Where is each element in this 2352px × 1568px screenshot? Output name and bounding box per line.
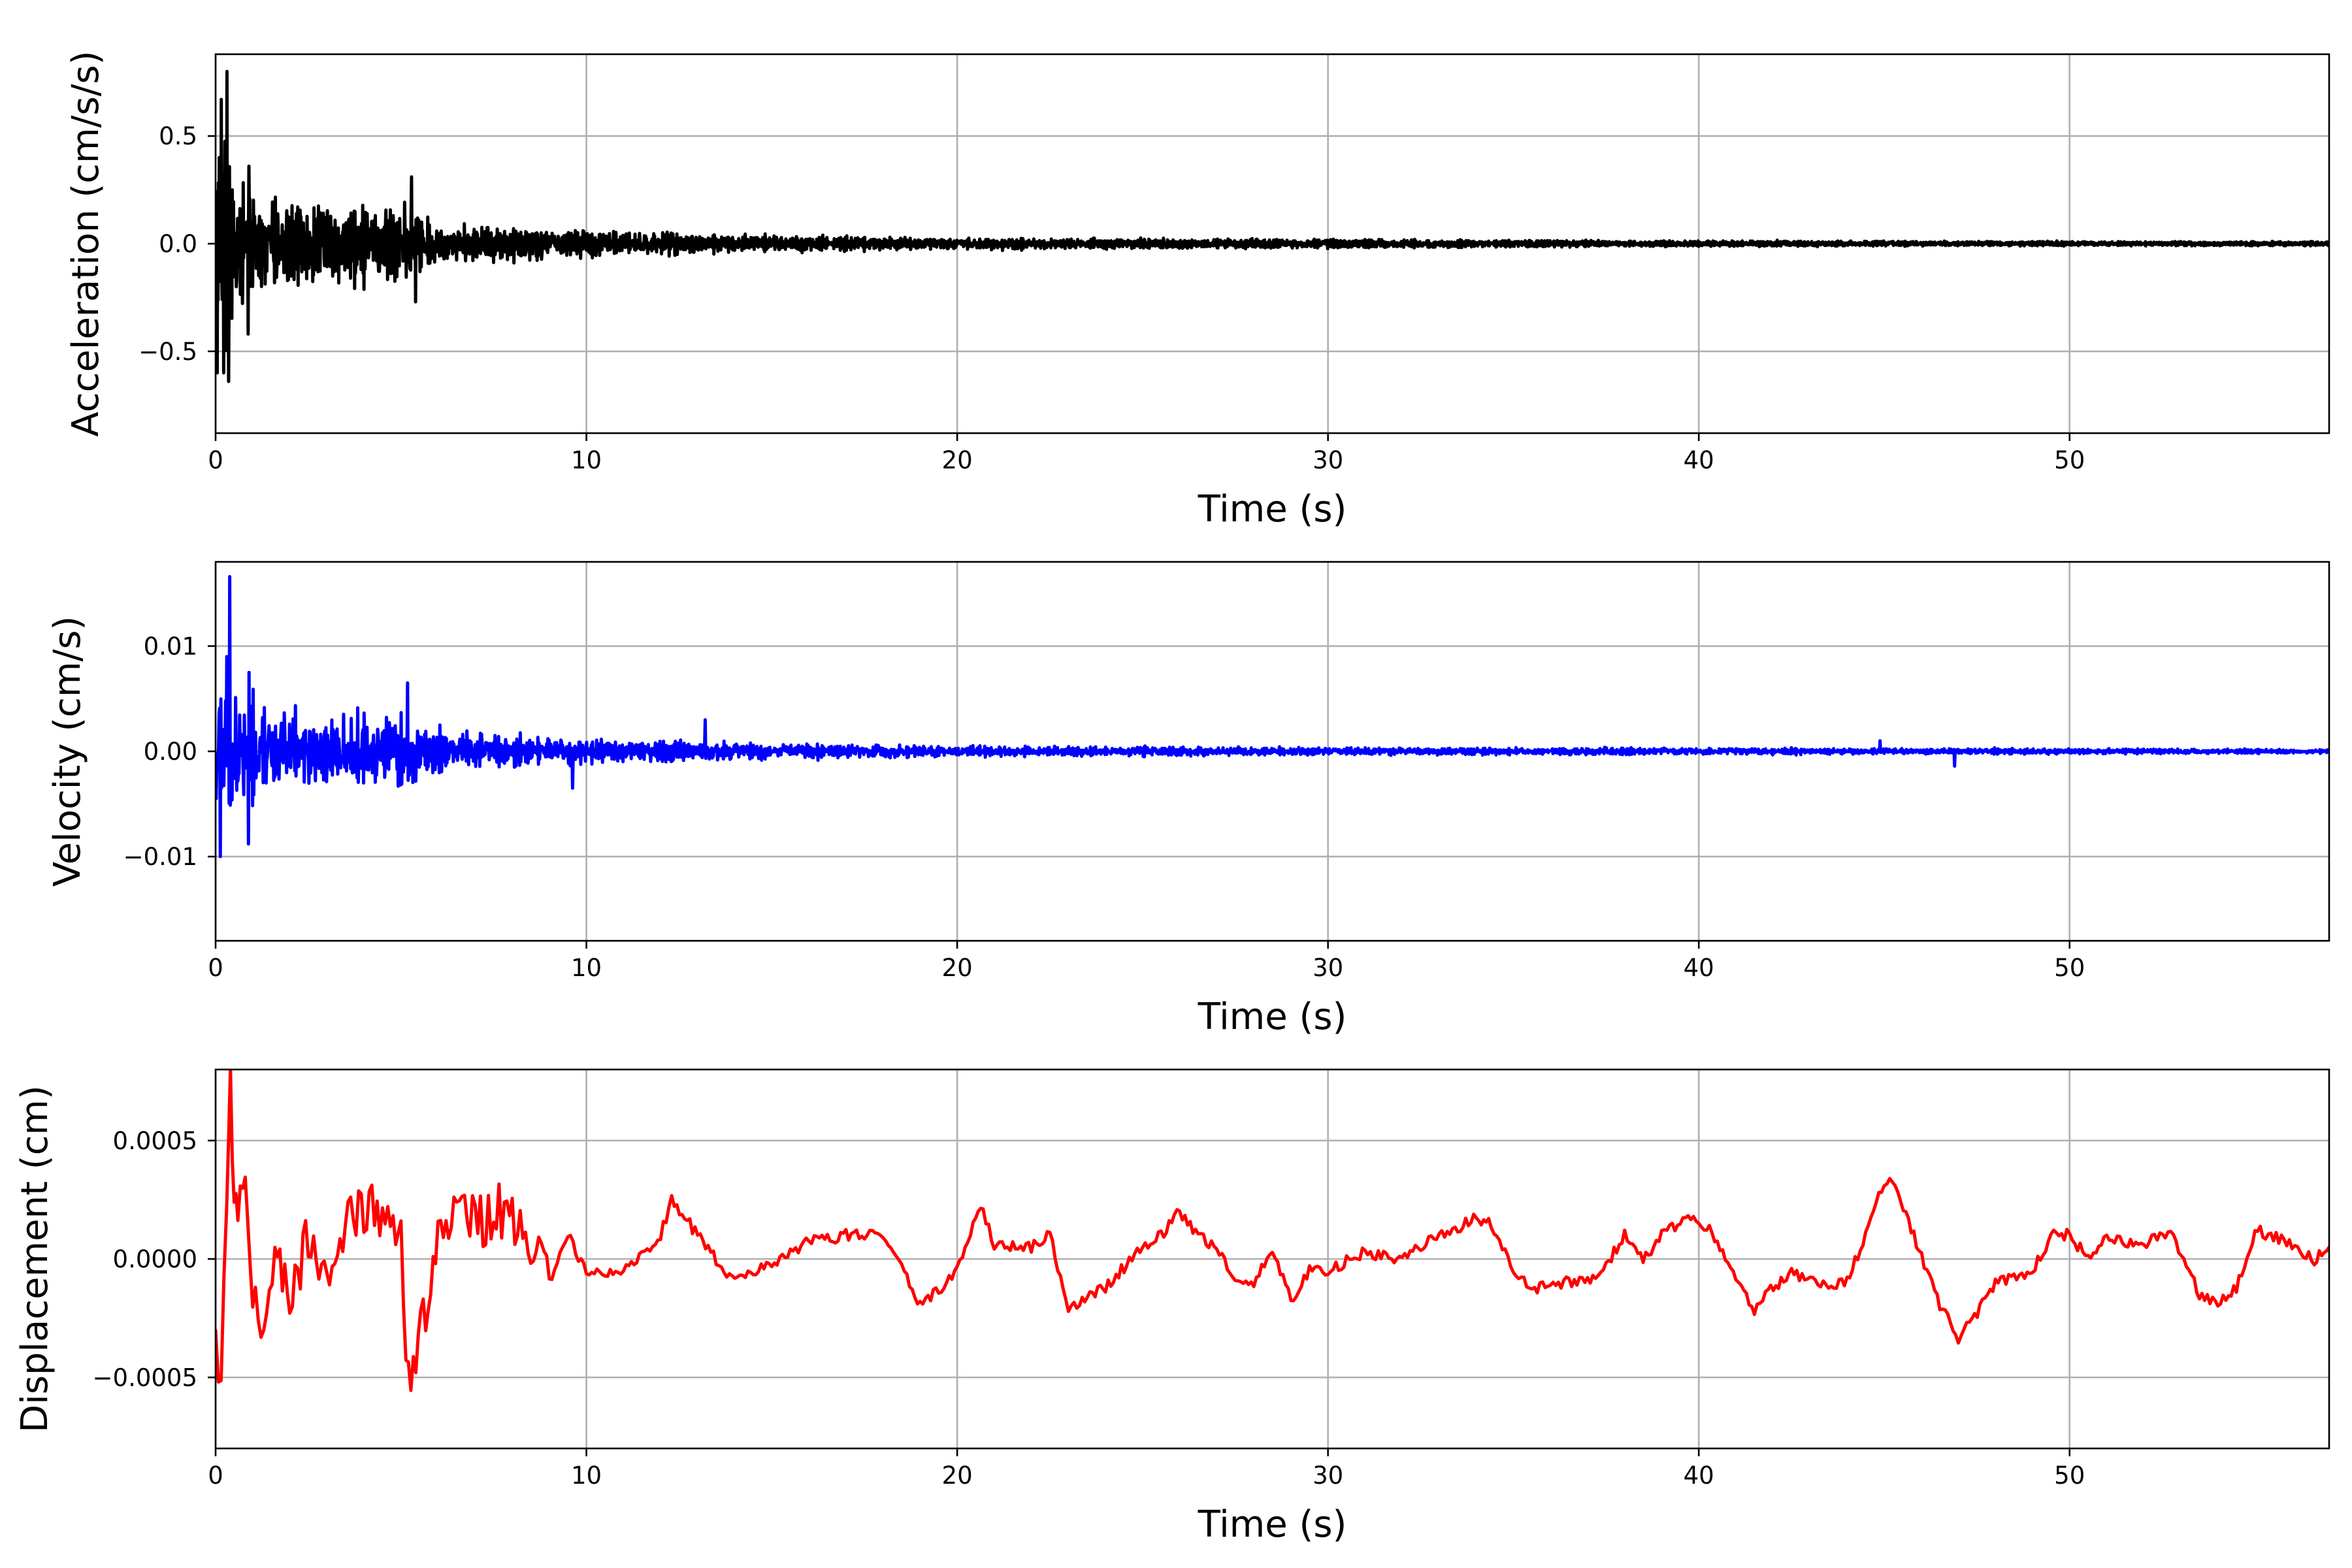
acceleration-x-tick-label-5: 50: [2054, 446, 2085, 474]
panels: 0 10 20 30 40 50 −0.5 0.0 0.5 Time (s) Acceleratio…: [14, 51, 2330, 1546]
displacement-y-tick-label-1: 0.0000: [113, 1245, 197, 1273]
velocity-x-tick-label-1: 10: [571, 954, 602, 982]
velocity-series-line: [216, 575, 2329, 858]
displacement-x-tick-label-5: 50: [2054, 1462, 2085, 1490]
velocity-x-tick-label-2: 20: [942, 954, 973, 982]
acceleration-x-tick-label-3: 30: [1313, 446, 1343, 474]
acceleration-x-tick-label-0: 0: [208, 446, 223, 474]
acceleration-x-tick-label-2: 20: [942, 446, 973, 474]
displacement-x-tick-label-4: 40: [1684, 1462, 1714, 1490]
displacement-x-tick-label-1: 10: [571, 1462, 602, 1490]
displacement-x-tick-label-3: 30: [1313, 1462, 1343, 1490]
displacement-y-axis-label: Displacement (cm): [14, 1085, 56, 1433]
velocity-x-tick-label-3: 30: [1313, 954, 1343, 982]
acceleration-panel: 0 10 20 30 40 50 −0.5 0.0 0.5 Time (s) Acceleratio…: [65, 51, 2330, 531]
velocity-y-tick-label-2: 0.01: [144, 632, 197, 661]
acceleration-x-tick-label-1: 10: [571, 446, 602, 474]
acceleration-x-axis-label: Time (s): [1198, 488, 1347, 531]
velocity-x-axis-label: Time (s): [1198, 996, 1347, 1038]
displacement-x-tick-label-0: 0: [208, 1462, 223, 1490]
velocity-y-tick-label-0: −0.01: [123, 843, 197, 871]
displacement-y-tick-label-0: −0.0005: [93, 1364, 197, 1392]
velocity-y-axis-label: Velocity (cm/s): [46, 616, 89, 887]
acceleration-series-line: [216, 69, 2329, 384]
displacement-panel: 0 10 20 30 40 50 −0.0005 0.0000 0.0005 Time (s) Di…: [14, 1068, 2330, 1546]
acceleration-y-tick-label-2: 0.5: [159, 122, 197, 150]
acceleration-y-axis-label: Acceleration (cm/s/s): [65, 51, 107, 437]
velocity-y-tick-label-1: 0.00: [144, 738, 197, 766]
acceleration-x-tick-label-4: 40: [1684, 446, 1714, 474]
velocity-x-tick-label-0: 0: [208, 954, 223, 982]
velocity-x-tick-label-5: 50: [2054, 954, 2085, 982]
displacement-x-tick-label-2: 20: [942, 1462, 973, 1490]
velocity-panel: 0 10 20 30 40 50 −0.01 0.00 0.01 Time (s) Velocity…: [46, 561, 2330, 1038]
acceleration-y-tick-label-1: 0.0: [159, 230, 197, 258]
velocity-x-tick-label-4: 40: [1684, 954, 1714, 982]
acceleration-y-tick-label-0: −0.5: [139, 338, 197, 366]
displacement-series-line: [216, 1070, 2329, 1392]
displacement-y-tick-label-2: 0.0005: [113, 1127, 197, 1155]
displacement-x-axis-label: Time (s): [1198, 1503, 1347, 1546]
